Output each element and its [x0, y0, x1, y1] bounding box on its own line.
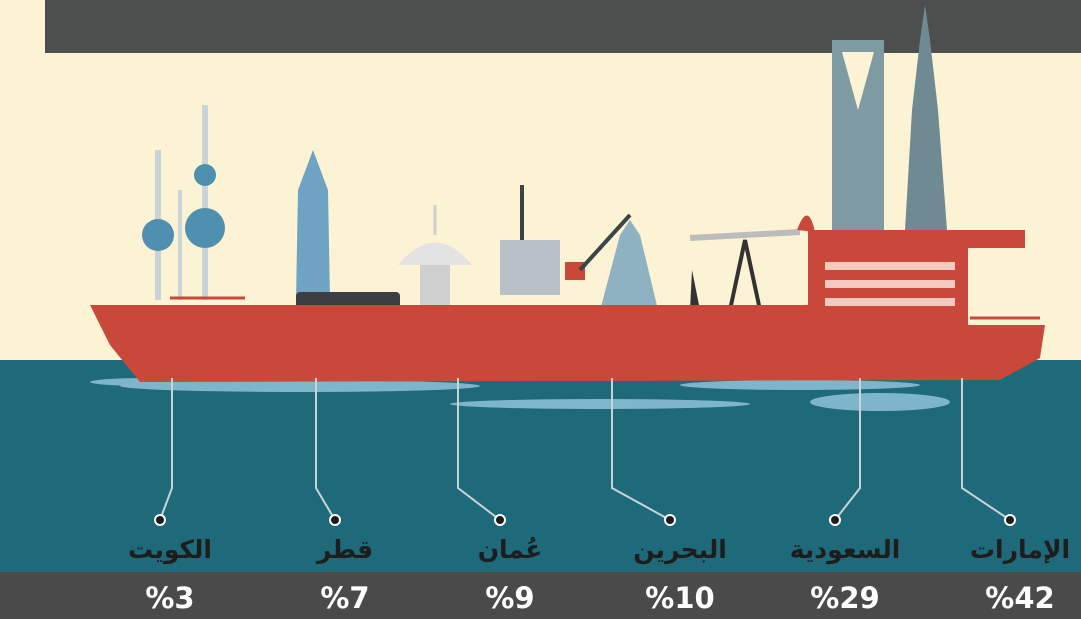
category-label: قطر: [315, 535, 373, 565]
ship: [90, 230, 1045, 382]
category-label: الكويت: [128, 535, 212, 565]
value-label: %42: [985, 581, 1054, 615]
value-label: %3: [145, 581, 194, 615]
labels: الإمارات %42 السعودية %29 البحرين %10 عُمان %9 ق…: [128, 378, 1070, 615]
pointer-line: [961, 378, 1011, 521]
value-label: %10: [645, 581, 714, 615]
value-bar: [0, 572, 1081, 619]
label-strip: [0, 535, 1081, 572]
pointer-dot: [1004, 514, 1016, 526]
pointer-line: [315, 378, 336, 521]
pointer-dot: [154, 514, 166, 526]
category-label: الإمارات: [970, 535, 1070, 564]
pointer-dot: [829, 514, 841, 526]
pointer-line: [457, 378, 501, 521]
pointer-dot: [664, 514, 676, 526]
category-label: السعودية: [790, 535, 901, 565]
category-label: البحرين: [633, 535, 727, 565]
pointer-line: [834, 378, 861, 521]
value-label: %7: [320, 581, 369, 615]
pointer-line: [611, 378, 671, 521]
value-label: %9: [485, 581, 534, 615]
category-label: عُمان: [478, 535, 543, 564]
pointer-dot: [329, 514, 341, 526]
value-label: %29: [810, 581, 879, 615]
header-bar: [45, 0, 1081, 53]
pointer-dot: [494, 514, 506, 526]
pointer-line: [159, 378, 173, 521]
